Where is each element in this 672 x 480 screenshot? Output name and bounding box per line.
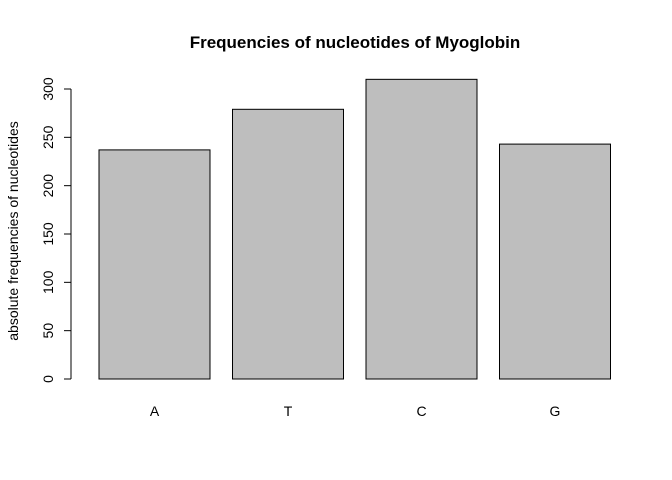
bars: [98, 78, 611, 380]
bar-G: [499, 143, 611, 380]
bar-A: [98, 149, 211, 380]
bar-C: [365, 78, 478, 380]
y-tick-label: 100: [40, 270, 56, 294]
y-tick-label: 50: [40, 323, 56, 339]
y-tick-label: 200: [40, 174, 56, 198]
y-tick-label: 250: [40, 125, 56, 149]
bar-T: [232, 108, 344, 380]
y-tick-label: 0: [40, 375, 56, 383]
y-tick-label: 300: [40, 77, 56, 101]
y-axis-label: absolute frequencies of nucleotides: [5, 121, 21, 340]
x-tick-label: A: [150, 403, 160, 419]
x-tick-label: T: [284, 403, 293, 419]
chart-title: Frequencies of nucleotides of Myoglobin: [190, 33, 521, 52]
x-tick-label: C: [416, 403, 426, 419]
x-tick-label: G: [550, 403, 561, 419]
y-tick-label: 150: [40, 222, 56, 246]
y-axis: 0 50 100 150 200 250 300: [40, 77, 72, 383]
